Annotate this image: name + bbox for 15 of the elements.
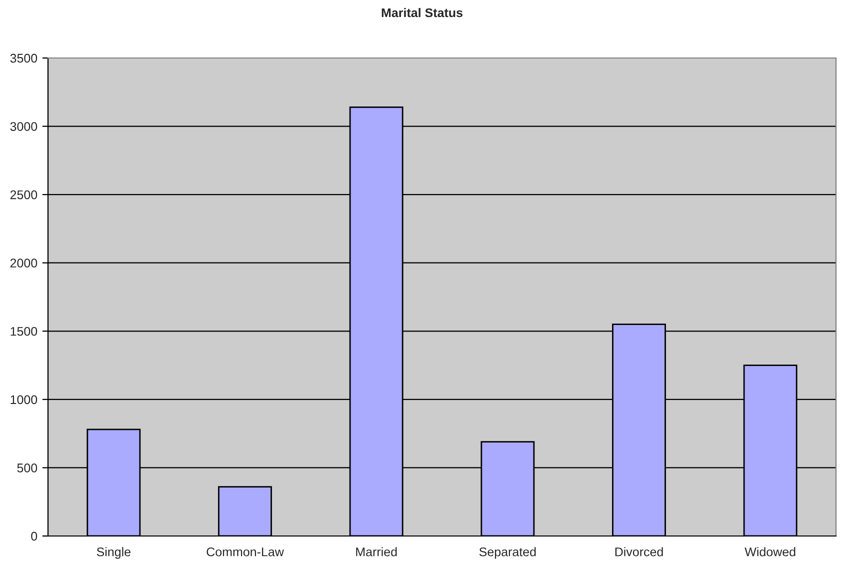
y-tick-label: 0 — [31, 532, 38, 541]
x-tick-label: Separated — [479, 547, 536, 559]
y-tick-label: 1000 — [10, 395, 38, 404]
y-tick-label: 500 — [17, 464, 38, 472]
y-tick-label: 1500 — [10, 326, 38, 336]
y-tick-label: 2000 — [10, 258, 38, 268]
y-tick-label: 3000 — [10, 122, 38, 131]
x-tick-label: Single — [96, 547, 130, 559]
y-tick-label: 3500 — [10, 54, 38, 63]
chart-title: Marital Status — [382, 8, 462, 18]
x-tick-label: Married — [356, 547, 397, 556]
y-tick-label: 2500 — [10, 190, 38, 200]
x-tick-label: Divorced — [615, 547, 663, 556]
x-tick-label: Common-Law — [206, 547, 284, 556]
x-tick-label: Widowed — [744, 547, 796, 556]
